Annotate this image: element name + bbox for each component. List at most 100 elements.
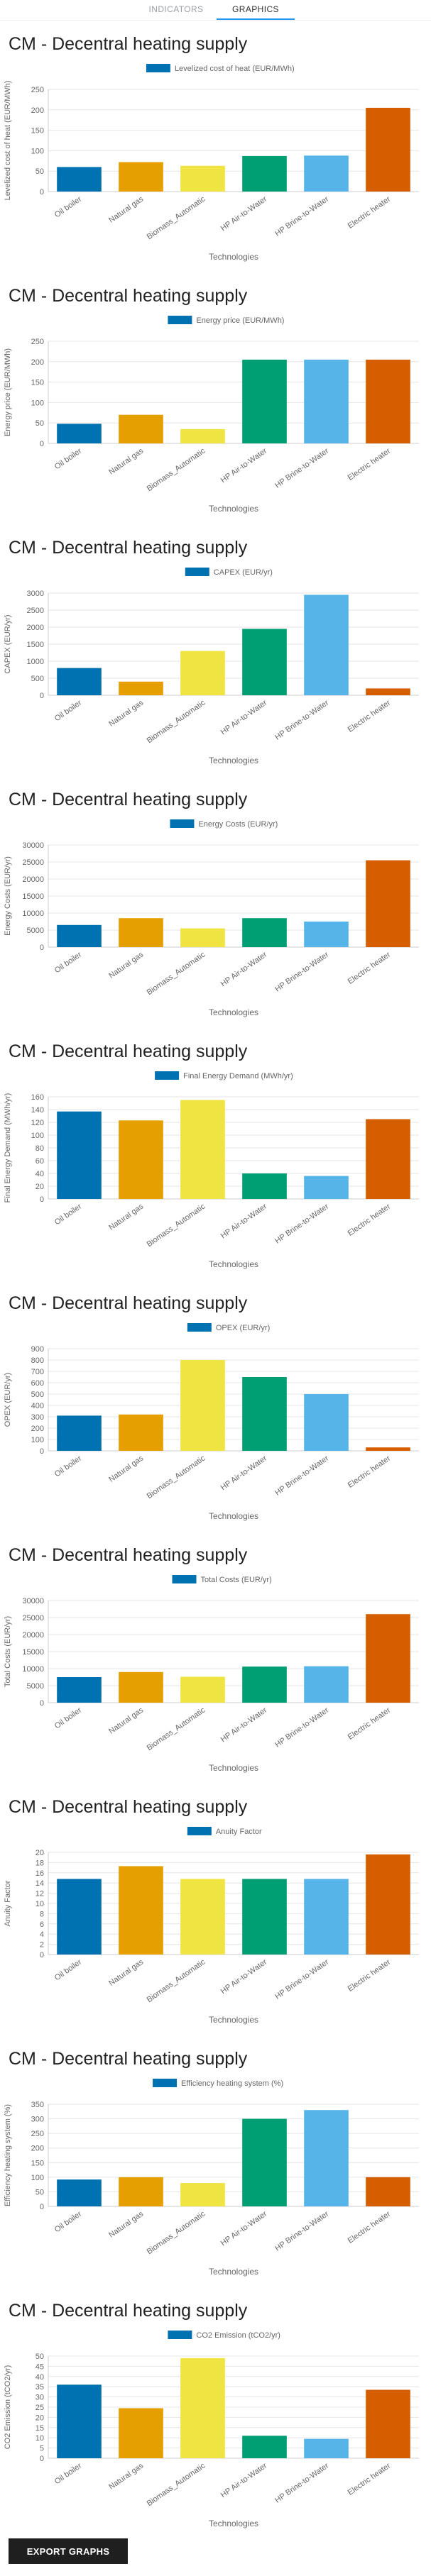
- bar[interactable]: [304, 1176, 349, 1199]
- bar[interactable]: [304, 1879, 349, 1955]
- x-tick-label: Electric heater: [347, 446, 393, 482]
- x-tick-label: HP Air-to-Water: [219, 194, 269, 233]
- bar[interactable]: [119, 2177, 163, 2206]
- y-tick-label: 60: [36, 1157, 44, 1166]
- bar[interactable]: [119, 918, 163, 947]
- bar[interactable]: [242, 918, 287, 947]
- x-tick-label: Oil boiler: [53, 1454, 84, 1478]
- bar[interactable]: [304, 2438, 349, 2458]
- bar[interactable]: [366, 860, 410, 947]
- bar[interactable]: [57, 1415, 102, 1451]
- x-tick-label: Biomass_Automatic: [146, 1454, 207, 1500]
- bar[interactable]: [242, 1173, 287, 1199]
- tab-graphics[interactable]: GRAPHICS: [217, 0, 295, 20]
- bar[interactable]: [57, 1879, 102, 1955]
- bar[interactable]: [180, 165, 225, 192]
- bar[interactable]: [366, 1447, 410, 1451]
- bar[interactable]: [57, 2384, 102, 2458]
- bar[interactable]: [304, 2110, 349, 2206]
- bar[interactable]: [180, 1879, 225, 1955]
- export-graphs-button[interactable]: EXPORT GRAPHS: [9, 2538, 128, 2564]
- bar[interactable]: [119, 2408, 163, 2458]
- y-tick-label: 8: [40, 1910, 44, 1918]
- bar[interactable]: [304, 155, 349, 192]
- tab-indicators[interactable]: INDICATORS: [148, 4, 204, 14]
- bar[interactable]: [180, 1676, 225, 1703]
- y-tick-label: 140: [31, 1106, 44, 1115]
- y-tick-label: 16: [36, 1869, 44, 1878]
- bar[interactable]: [57, 924, 102, 947]
- legend-label: Levelized cost of heat (EUR/MWh): [175, 65, 295, 73]
- bar[interactable]: [119, 681, 163, 695]
- bar[interactable]: [242, 1879, 287, 1955]
- bar[interactable]: [242, 2118, 287, 2206]
- bar[interactable]: [366, 359, 410, 443]
- bar[interactable]: [366, 1119, 410, 1200]
- y-tick-label: 20: [36, 1183, 44, 1191]
- bar[interactable]: [304, 1666, 349, 1703]
- bar[interactable]: [366, 1614, 410, 1703]
- x-tick-label: HP Air-to-Water: [219, 698, 269, 736]
- bar[interactable]: [119, 1120, 163, 1199]
- y-tick-label: 20000: [22, 1631, 44, 1640]
- bar[interactable]: [57, 2179, 102, 2206]
- bar[interactable]: [180, 2183, 225, 2206]
- section-title: CM - Decentral heating supply: [9, 2301, 248, 2321]
- bar[interactable]: [57, 1677, 102, 1703]
- bar[interactable]: [304, 359, 349, 443]
- x-axis-title: Technologies: [209, 2267, 258, 2277]
- x-tick-label: HP Air-to-Water: [219, 2209, 269, 2248]
- bar[interactable]: [180, 651, 225, 695]
- bar[interactable]: [180, 1100, 225, 1200]
- y-tick-label: 20000: [22, 875, 44, 884]
- x-tick-label: HP Air-to-Water: [219, 1202, 269, 1240]
- bar[interactable]: [57, 668, 102, 695]
- x-tick-label: Oil boiler: [53, 1202, 84, 1227]
- bar[interactable]: [119, 1866, 163, 1955]
- bar[interactable]: [242, 1377, 287, 1451]
- tab-divider: [0, 20, 431, 21]
- x-tick-label: Natural gas: [107, 698, 145, 728]
- bar[interactable]: [366, 1854, 410, 1955]
- bar[interactable]: [119, 162, 163, 192]
- x-tick-label: Biomass_Automatic: [146, 1706, 207, 1752]
- bar[interactable]: [366, 107, 410, 192]
- bar[interactable]: [242, 629, 287, 695]
- x-tick-label: HP Brine-to-Water: [273, 194, 330, 238]
- bar[interactable]: [119, 1414, 163, 1451]
- bar[interactable]: [57, 1111, 102, 1199]
- bar[interactable]: [366, 2389, 410, 2458]
- bar[interactable]: [304, 1394, 349, 1451]
- y-tick-label: 25000: [22, 1614, 44, 1623]
- y-tick-label: 100: [31, 1436, 44, 1444]
- x-tick-label: Biomass_Automatic: [146, 698, 207, 745]
- y-tick-label: 10000: [22, 910, 44, 918]
- bar[interactable]: [242, 1666, 287, 1703]
- bar[interactable]: [119, 414, 163, 443]
- y-tick-label: 6: [40, 1920, 44, 1929]
- bar[interactable]: [119, 1671, 163, 1703]
- bar[interactable]: [304, 922, 349, 947]
- bar[interactable]: [180, 1360, 225, 1451]
- x-tick-label: Oil boiler: [53, 1706, 84, 1730]
- legend-label: OPEX (EUR/yr): [216, 1324, 270, 1332]
- x-tick-label: HP Air-to-Water: [219, 446, 269, 485]
- y-axis-title: Energy price (EUR/MWh): [4, 348, 12, 436]
- bar-chart: CAPEX (EUR/yr) 0 500 1000 1500 2000 2500 3000 CA…: [4, 568, 419, 765]
- x-tick-label: Oil boiler: [53, 446, 84, 471]
- bar[interactable]: [304, 595, 349, 695]
- bar[interactable]: [180, 429, 225, 443]
- bar[interactable]: [242, 2436, 287, 2458]
- bar[interactable]: [242, 359, 287, 443]
- x-tick-label: Natural gas: [107, 1957, 145, 1987]
- x-axis-title: Technologies: [209, 252, 258, 262]
- bar[interactable]: [180, 928, 225, 947]
- bar[interactable]: [180, 2357, 225, 2458]
- legend-label: Anuity Factor: [216, 1828, 262, 1836]
- bar[interactable]: [366, 688, 410, 695]
- bar[interactable]: [242, 155, 287, 192]
- bar[interactable]: [366, 2177, 410, 2206]
- y-tick-label: 25000: [22, 858, 44, 867]
- bar[interactable]: [57, 167, 102, 192]
- bar[interactable]: [57, 424, 102, 443]
